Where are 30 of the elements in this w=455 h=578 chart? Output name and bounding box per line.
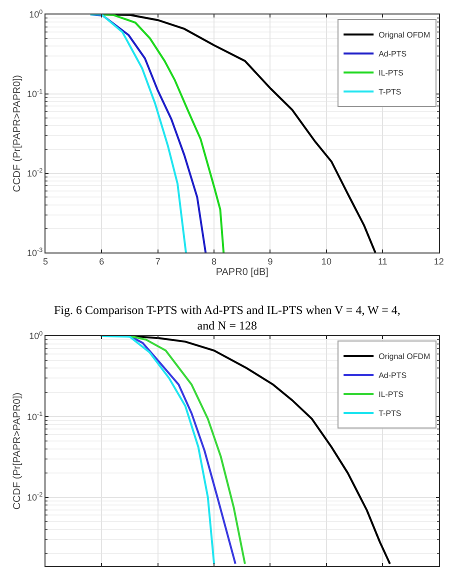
line-series [89, 14, 187, 253]
x-tick-label: 8 [212, 256, 217, 266]
x-tick-label: 11 [378, 256, 388, 266]
y-tick-label: 10$^{-1}$ [27, 88, 44, 100]
y-tick-label: 10$^{-3}$ [27, 247, 44, 258]
x-tick-label: 5 [42, 256, 48, 266]
y-tick-label: 10$^{-2}$ [27, 168, 44, 178]
caption: Fig. 6 Comparison T-PTS with Ad-PTS and IL-PTS when V = 4, W = 4, and N = 128 [54, 303, 400, 333]
legend-label: Ad-PTS [378, 371, 407, 380]
y-tick-label: 10$^{-1}$ [27, 411, 44, 422]
legend-label: IL-PTS [378, 68, 404, 78]
legend-label: T-PTS [378, 409, 402, 418]
legend-label: T-PTS [378, 88, 402, 97]
y-axis-title: CCDF (Pr[PAPR>PAPR0]) [12, 392, 24, 510]
y-tick-label: 10$^{-2}$ [27, 492, 44, 502]
legend-label: Ad-PTS [378, 50, 407, 59]
x-tick-label: 9 [268, 256, 273, 266]
x-tick-label: 6 [99, 256, 104, 266]
x-tick-label: 10 [321, 256, 332, 266]
x-axis-title: PAPR0 [dB] [216, 266, 269, 278]
legend-label: Orignal OFDM [378, 30, 430, 40]
x-tick-label: 7 [155, 256, 160, 266]
y-axis-title: CCDF (Pr[PAPR>PAPR0]) [12, 74, 24, 192]
x-tick-label: 12 [434, 256, 444, 266]
line-series [100, 14, 225, 253]
y-tick-label: 10$^{0}$ [29, 330, 44, 342]
y-tick-label: 10$^{0}$ [29, 8, 44, 20]
legend-label: Orignal OFDM [378, 352, 430, 362]
line-series [100, 336, 216, 565]
legend-label: IL-PTS [378, 390, 404, 400]
